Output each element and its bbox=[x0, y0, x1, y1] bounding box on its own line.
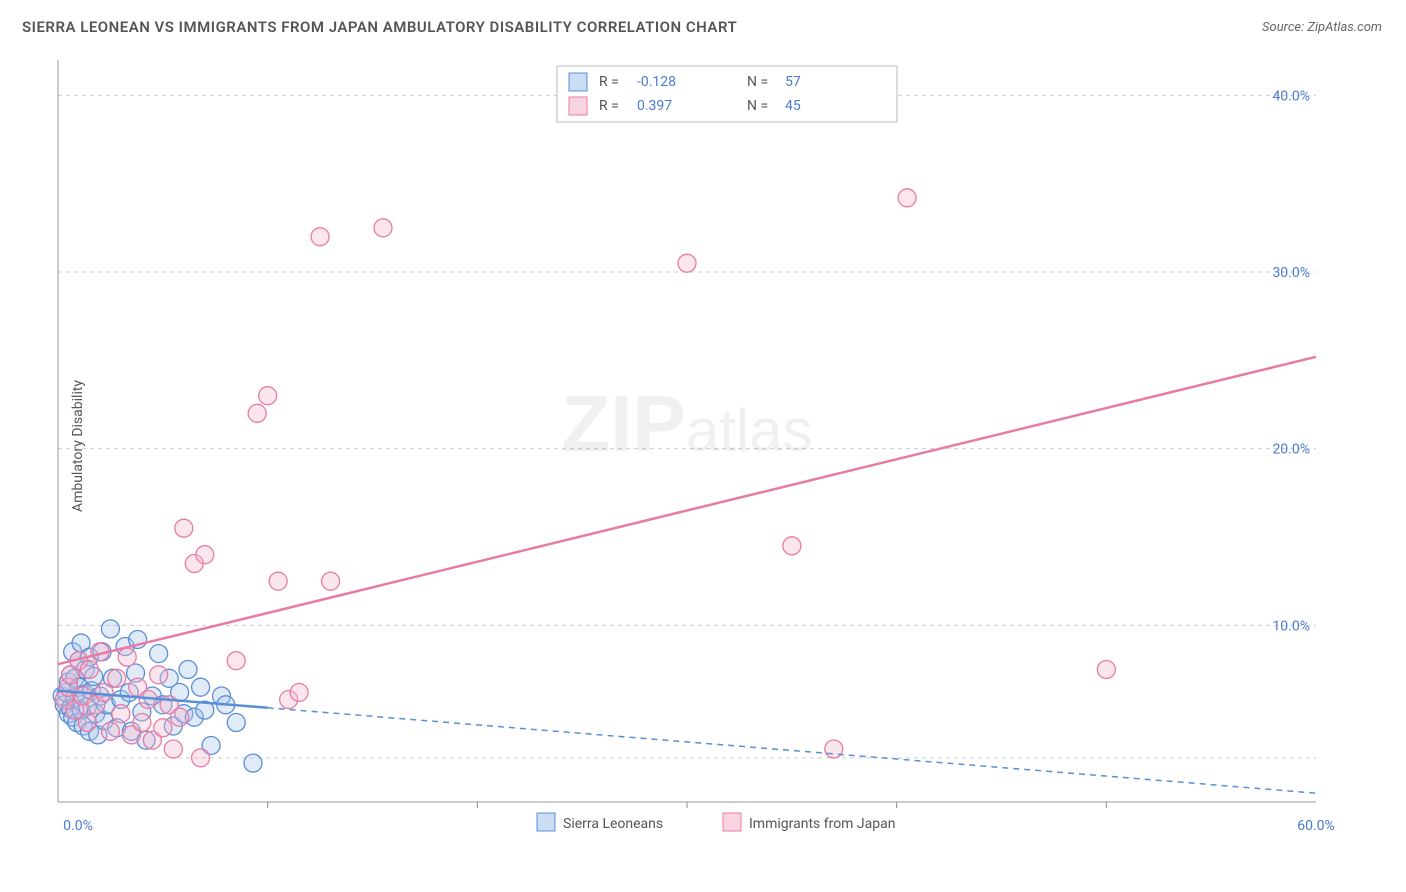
stat-r-label: R = bbox=[599, 74, 619, 90]
scatter-point bbox=[133, 714, 151, 732]
y-tick-label: 10.0% bbox=[1272, 618, 1310, 634]
y-tick-label: 40.0% bbox=[1272, 88, 1310, 104]
legend-swatch bbox=[723, 813, 741, 831]
scatter-point bbox=[78, 714, 96, 732]
scatter-point bbox=[825, 740, 843, 758]
scatter-point bbox=[101, 722, 119, 740]
scatter-point bbox=[1097, 661, 1115, 679]
scatter-chart: 10.0% 20.0% 30.0% 40.0% 0.0% 60.0% ZIPatlas R =… bbox=[50, 50, 1376, 842]
scatter-point bbox=[95, 683, 113, 701]
chart-area: 10.0% 20.0% 30.0% 40.0% 0.0% 60.0% ZIPatlas R =… bbox=[50, 50, 1376, 842]
scatter-point bbox=[196, 546, 214, 564]
stat-r-value: 0.397 bbox=[637, 98, 672, 114]
scatter-point bbox=[269, 572, 287, 590]
scatter-point bbox=[171, 708, 189, 726]
stat-r-label: R = bbox=[599, 98, 619, 114]
trend-line-dashed bbox=[268, 708, 1316, 793]
scatter-point bbox=[164, 740, 182, 758]
x-tick-label: 0.0% bbox=[63, 818, 93, 834]
scatter-point bbox=[154, 719, 172, 737]
scatter-point bbox=[290, 683, 308, 701]
scatter-point bbox=[227, 652, 245, 670]
scatter-point bbox=[227, 714, 245, 732]
stat-n-label: N = bbox=[747, 74, 768, 90]
y-tick-label: 20.0% bbox=[1272, 442, 1310, 458]
scatter-point bbox=[179, 661, 197, 679]
scatter-point bbox=[192, 678, 210, 696]
x-tick-label: 60.0% bbox=[1297, 818, 1335, 834]
legend-swatch bbox=[537, 813, 555, 831]
scatter-point bbox=[150, 666, 168, 684]
chart-title: SIERRA LEONEAN VS IMMIGRANTS FROM JAPAN … bbox=[22, 18, 737, 36]
stat-r-value: -0.128 bbox=[637, 74, 676, 90]
scatter-point bbox=[678, 254, 696, 272]
scatter-point bbox=[150, 645, 168, 663]
stats-swatch bbox=[569, 97, 587, 115]
source-attribution: Source: ZipAtlas.com bbox=[1262, 20, 1382, 35]
stat-n-value: 57 bbox=[785, 74, 801, 90]
scatter-point bbox=[101, 620, 119, 638]
scatter-point bbox=[80, 661, 98, 679]
scatter-point bbox=[259, 387, 277, 405]
scatter-point bbox=[311, 228, 329, 246]
scatter-point bbox=[192, 749, 210, 767]
scatter-point bbox=[783, 537, 801, 555]
scatter-point bbox=[248, 404, 266, 422]
stat-n-label: N = bbox=[747, 98, 768, 114]
scatter-point bbox=[108, 669, 126, 687]
watermark: ZIPatlas bbox=[561, 379, 812, 468]
scatter-point bbox=[322, 572, 340, 590]
stats-swatch bbox=[569, 73, 587, 91]
scatter-point bbox=[175, 519, 193, 537]
scatter-point bbox=[118, 648, 136, 666]
scatter-point bbox=[374, 219, 392, 237]
scatter-point bbox=[112, 705, 130, 723]
legend-label: Immigrants from Japan bbox=[749, 816, 895, 832]
scatter-point bbox=[244, 754, 262, 772]
stat-n-value: 45 bbox=[785, 98, 801, 114]
y-tick-label: 30.0% bbox=[1272, 265, 1310, 281]
legend-label: Sierra Leoneans bbox=[563, 816, 663, 832]
scatter-point bbox=[898, 189, 916, 207]
